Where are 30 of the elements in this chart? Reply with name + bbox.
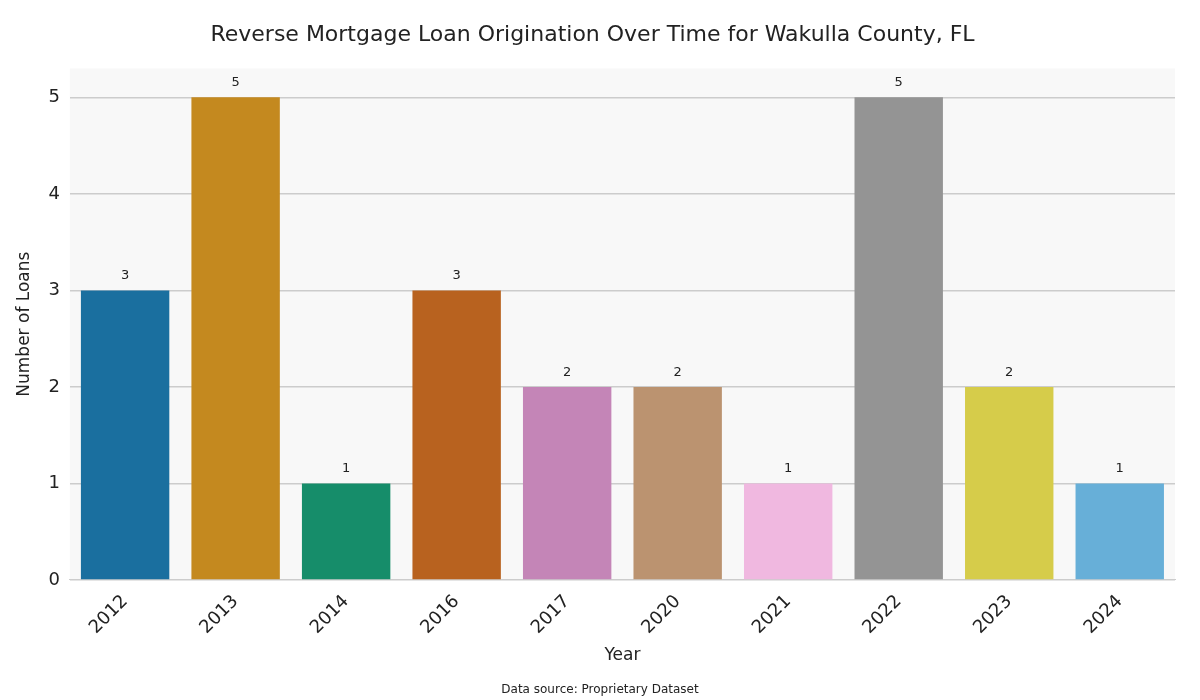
bar <box>633 386 722 580</box>
bar <box>191 97 280 580</box>
data-label: 2 <box>1005 363 1014 379</box>
y-axis-title: Number of Loans <box>12 251 33 397</box>
y-tick-label: 4 <box>48 181 60 203</box>
chart-title: Reverse Mortgage Loan Origination Over Time for Wakulla County, FL <box>210 20 976 46</box>
y-tick-label: 5 <box>48 85 60 107</box>
bar <box>854 97 943 580</box>
data-label: 3 <box>452 267 461 283</box>
bar <box>412 290 501 580</box>
bar <box>743 483 833 580</box>
data-label: 3 <box>120 267 130 283</box>
data-label: 1 <box>342 460 351 476</box>
data-label: 1 <box>1115 460 1124 476</box>
data-label: 2 <box>563 363 572 379</box>
y-tick-label: 0 <box>48 567 60 589</box>
x-axis-title: Year <box>603 644 641 665</box>
data-label: 1 <box>784 460 793 476</box>
bar <box>301 483 391 580</box>
y-tick-label: 3 <box>48 278 60 300</box>
bar <box>965 386 1054 580</box>
source-note: Data source: Proprietary Dataset <box>501 682 699 697</box>
y-tick-label: 1 <box>48 471 60 493</box>
data-label: 5 <box>894 74 903 90</box>
bar <box>522 386 612 580</box>
data-label: 5 <box>231 74 240 90</box>
bar <box>80 290 170 580</box>
bar <box>1075 483 1164 580</box>
data-label: 2 <box>673 363 682 379</box>
y-tick-label: 2 <box>48 374 60 396</box>
